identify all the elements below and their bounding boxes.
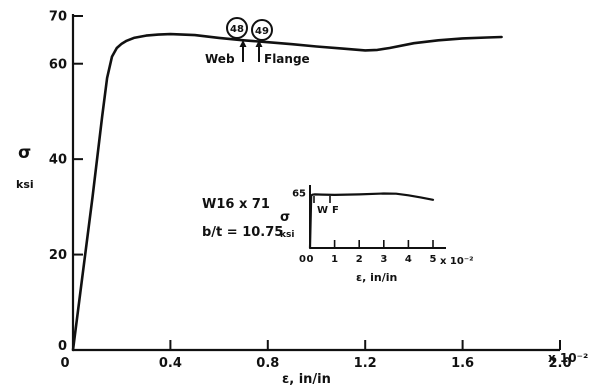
svg-text:σ: σ bbox=[18, 143, 31, 163]
inset-x-tick-label: 4 bbox=[405, 254, 412, 265]
main-x-tick-label: 1.2 bbox=[354, 356, 377, 371]
inset-x-tick-label: 3 bbox=[380, 254, 387, 265]
svg-text:ε, in/in: ε, in/in bbox=[356, 271, 397, 284]
main-y-tick-label: 0 bbox=[58, 339, 67, 354]
annotation-48: 48 bbox=[226, 17, 248, 39]
main-y-tick-label: 20 bbox=[49, 248, 67, 263]
main-x-tick-label: 0.8 bbox=[256, 356, 279, 371]
main-x-tick-label: 2.0 bbox=[548, 356, 571, 371]
main-x-tick-label: 1.6 bbox=[451, 356, 474, 371]
main-y-tick-label: 40 bbox=[49, 153, 67, 168]
main-x-tick-label: 0 bbox=[60, 356, 69, 371]
annotation-49: 49 bbox=[251, 19, 273, 41]
inset-x-tick-label: 0 bbox=[307, 254, 314, 265]
inset-x-tick-label: 2 bbox=[356, 254, 363, 265]
svg-text:ksi: ksi bbox=[280, 230, 294, 240]
inset-web-marker: W bbox=[313, 196, 328, 216]
web-label: Web bbox=[205, 52, 235, 66]
flange-marker-arrow bbox=[255, 40, 263, 62]
svg-text:x 10⁻²: x 10⁻² bbox=[548, 351, 588, 365]
svg-text:F: F bbox=[332, 205, 339, 216]
svg-text:49: 49 bbox=[255, 26, 269, 37]
svg-text:W: W bbox=[317, 205, 328, 216]
svg-text:ksi: ksi bbox=[16, 178, 34, 191]
inset-x-tick-label: 5 bbox=[430, 254, 437, 265]
main-x-axis-label: ε, in/in x 10⁻² bbox=[282, 351, 588, 385]
inset-y-tick-label: 0 bbox=[299, 254, 306, 265]
svg-text:σ: σ bbox=[280, 210, 290, 225]
web-marker-arrow bbox=[239, 40, 247, 62]
svg-text:ε, in/in: ε, in/in bbox=[282, 372, 331, 385]
main-y-tick-label: 70 bbox=[49, 10, 67, 25]
main-series-line bbox=[71, 32, 503, 352]
width-thickness-ratio-label: b/t = 10.75 bbox=[202, 225, 283, 240]
main-y-axis-label: σ ksi bbox=[16, 143, 34, 191]
inset-y-axis-label: σ ksi bbox=[280, 210, 294, 240]
inset-x-axis-label: ε, in/in x 10⁻² bbox=[356, 256, 474, 284]
svg-text:x 10⁻²: x 10⁻² bbox=[440, 256, 474, 267]
inset-x-tick-label: 1 bbox=[331, 254, 338, 265]
inset-flange-marker: F bbox=[329, 196, 339, 216]
svg-text:48: 48 bbox=[230, 24, 244, 35]
flange-label: Flange bbox=[264, 52, 310, 66]
inset-series-line bbox=[308, 192, 435, 250]
main-x-tick-label: 0.4 bbox=[159, 356, 182, 371]
inset-y-tick-label: 65 bbox=[292, 189, 306, 200]
section-label: W16 x 71 bbox=[202, 197, 270, 212]
main-y-tick-label: 60 bbox=[49, 57, 67, 72]
